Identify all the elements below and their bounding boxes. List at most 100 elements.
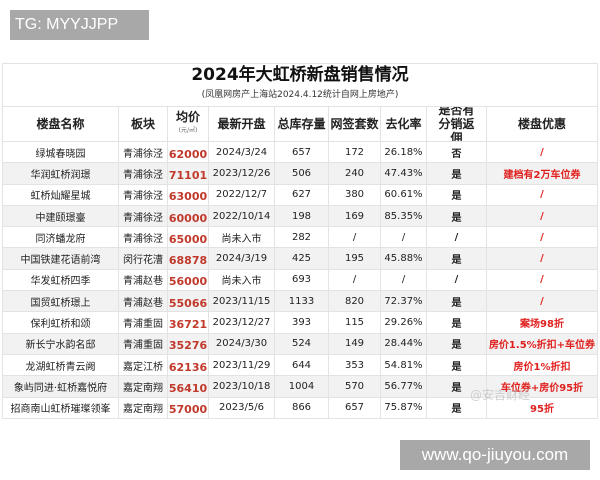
cell-inventory: 506	[275, 163, 329, 184]
cell-district: 闵行花漕	[119, 248, 168, 269]
cell-signed: 570	[329, 376, 381, 397]
cell-open-date: 2022/10/14	[209, 205, 275, 227]
cell-inventory: 657	[275, 142, 329, 163]
cell-name: 华发虹桥四季	[3, 269, 119, 291]
cell-promotion: /	[540, 253, 544, 265]
cell-open-date: 2023/5/6	[209, 397, 275, 418]
cell-district: 青浦徐泾	[119, 205, 168, 227]
cell-district: 嘉定江桥	[119, 354, 168, 376]
table-row: 同济蟠龙府 青浦徐泾 65000 尚未入市 282// / /	[3, 226, 597, 248]
cell-promotion: /	[540, 295, 544, 307]
table-row: 中国铁建花语前湾 闵行花漕 68878 2024/3/19 425 195 45.88% 是 /	[3, 247, 597, 269]
cell-open-date: 2023/11/15	[209, 291, 275, 312]
cell-signed: 657	[329, 397, 381, 418]
cell-district: 青浦徐泾	[119, 163, 168, 184]
price-unit: (元/㎡)	[178, 127, 198, 134]
table-row: 国贸虹桥璟上 青浦赵巷 55066 2023/11/15 1133 820 72.37% 是 /	[3, 290, 597, 312]
cell-price: 71101	[168, 163, 209, 184]
cell-price: 36721	[168, 312, 209, 333]
cell-promotion: 95折	[530, 404, 554, 416]
cell-promotion: /	[540, 210, 544, 222]
sales-table: 2024年大虹桥新盘销售情况 (凤凰网房产上海站2024.4.12统计自网上房地…	[2, 63, 598, 419]
cell-district: 青浦重固	[119, 333, 168, 354]
cell-open-date: 2022/12/7	[209, 184, 275, 205]
header-label: 最新开盘	[217, 117, 266, 131]
table-title: 2024年大虹桥新盘销售情况	[191, 65, 409, 85]
cell-name: 象屿同进·虹桥嘉悦府	[3, 376, 119, 397]
cell-sell-rate: 85.35%	[381, 205, 427, 227]
cell-commission: /	[427, 227, 487, 248]
cell-signed: 149	[329, 333, 381, 354]
cell-commission: 是	[427, 397, 487, 418]
cell-promotion: /	[540, 146, 544, 158]
site-watermark: www.qo-jiuyou.com	[400, 440, 590, 470]
cell-sell-rate: 54.81%	[381, 354, 427, 376]
cell-name: 华润虹桥润璟	[3, 163, 119, 184]
table-row: 中建颐璟臺 青浦徐泾 60000 2022/10/14 198 169 85.35% 是 /	[3, 204, 597, 227]
cell-district: 青浦重固	[119, 312, 168, 333]
cell-price: 62000	[168, 142, 209, 163]
header-promotion: 楼盘优惠	[487, 107, 597, 141]
header-label: 楼盘优惠	[517, 117, 566, 131]
cell-name: 龙湖虹桥青云阙	[3, 354, 119, 376]
cell-district: 嘉定南翔	[119, 376, 168, 397]
cell-inventory: 866	[275, 397, 329, 418]
cell-inventory: 198	[275, 205, 329, 227]
table-row: 虹桥灿耀星城 青浦徐泾 63000 2022/12/7 627 380 60.61% 是 /	[3, 183, 597, 205]
header-name: 楼盘名称	[3, 107, 119, 141]
cell-price: 56000	[168, 269, 209, 291]
table-row: 华润虹桥润璟 青浦徐泾 71101 2023/12/26 506 240 47.43% 是 建档…	[3, 162, 597, 184]
cell-signed: 195	[329, 248, 381, 269]
cell-commission: 是	[427, 205, 487, 227]
cell-promotion: 建档有2万车位券	[503, 169, 581, 181]
header-inventory: 总库存量	[275, 107, 329, 141]
cell-price: 55066	[168, 291, 209, 312]
cell-district: 青浦徐泾	[119, 227, 168, 248]
cell-commission: 是	[427, 291, 487, 312]
cell-name: 招商南山虹桥璀璨领峯	[3, 397, 119, 418]
cell-signed: /	[329, 227, 381, 248]
cell-name: 绿城春晓园	[3, 142, 119, 163]
cell-signed: 172	[329, 142, 381, 163]
cell-commission: 是	[427, 354, 487, 376]
cell-inventory: 425	[275, 248, 329, 269]
cell-district: 青浦赵巷	[119, 269, 168, 291]
table-row: 龙湖虹桥青云阙 嘉定江桥 62136 2023/11/29 644 353 54.81% 是 房…	[3, 353, 597, 376]
cell-open-date: 2023/10/18	[209, 376, 275, 397]
cell-price: 57000	[168, 397, 209, 418]
header-label: 均价	[175, 110, 200, 124]
cell-price: 56410	[168, 376, 209, 397]
cell-sell-rate: 28.44%	[381, 333, 427, 354]
cell-signed: 169	[329, 205, 381, 227]
cell-sell-rate: 29.26%	[381, 312, 427, 333]
cell-price: 60000	[168, 205, 209, 227]
cell-promotion: /	[540, 231, 544, 243]
cell-sell-rate: 72.37%	[381, 291, 427, 312]
cell-commission: 是	[427, 312, 487, 333]
cell-sell-rate: 45.88%	[381, 248, 427, 269]
cell-open-date: 尚未入市	[209, 269, 275, 291]
header-row: 楼盘名称 板块 均价 (元/㎡) 最新开盘 总库存量 网签套数 去化率 是否有分销返佣 楼盘优惠	[3, 106, 597, 141]
cell-name: 中国铁建花语前湾	[3, 248, 119, 269]
cell-district: 青浦徐泾	[119, 142, 168, 163]
cell-commission: /	[427, 269, 487, 291]
cell-inventory: 524	[275, 333, 329, 354]
header-label: 是否有分销返佣	[438, 107, 475, 141]
cell-commission: 是	[427, 163, 487, 184]
cell-inventory: 644	[275, 354, 329, 376]
watermark-label: TG: MYYJJPP	[10, 10, 149, 40]
cell-name: 中建颐璟臺	[3, 205, 119, 227]
cell-signed: 240	[329, 163, 381, 184]
table-row: 保利虹桥和颂 青浦重固 36721 2023/12/27 393 115 29.26% 是 案场…	[3, 311, 597, 333]
cell-signed: 380	[329, 184, 381, 205]
cell-name: 虹桥灿耀星城	[3, 184, 119, 205]
cell-promotion: /	[540, 274, 544, 286]
cell-open-date: 2023/12/26	[209, 163, 275, 184]
cell-name: 同济蟠龙府	[3, 227, 119, 248]
cell-inventory: 393	[275, 312, 329, 333]
cell-promotion: /	[540, 189, 544, 201]
table-row: 象屿同进·虹桥嘉悦府 嘉定南翔 56410 2023/10/18 1004 570 56.7…	[3, 375, 597, 397]
cell-sell-rate: 47.43%	[381, 163, 427, 184]
header-signed: 网签套数	[329, 107, 381, 141]
table-subtitle: (凤凰网房产上海站2024.4.12统计自网上房地产)	[201, 90, 399, 100]
